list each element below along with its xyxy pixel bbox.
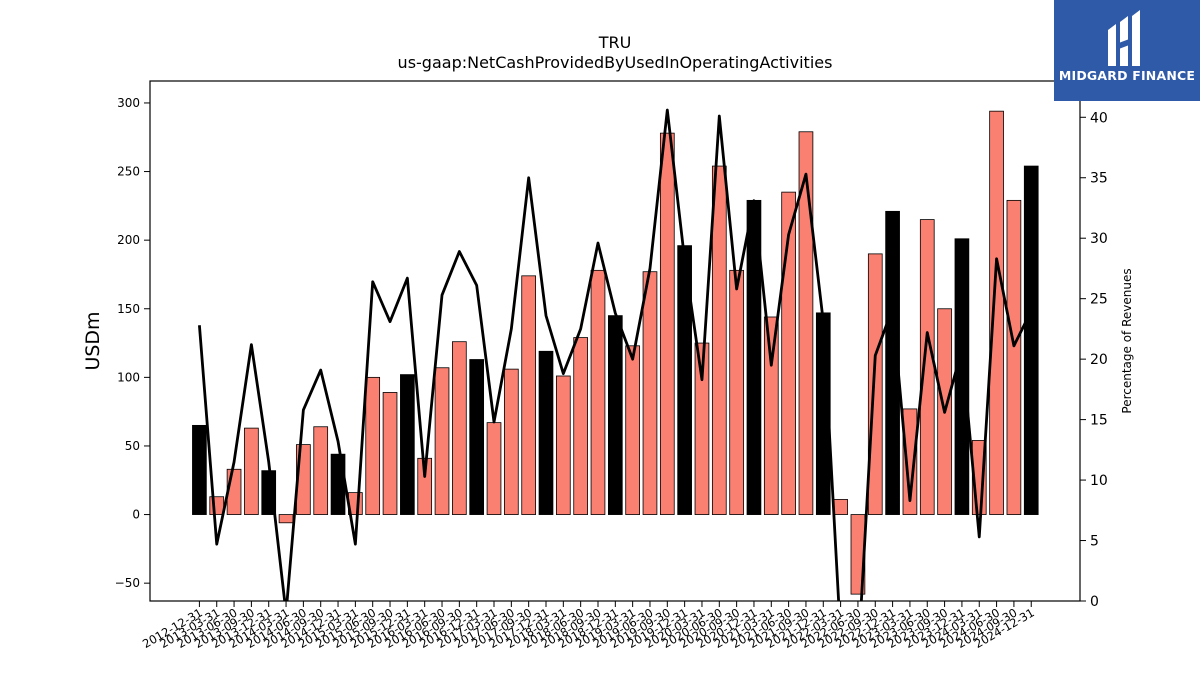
bar-2014-03-31 — [278, 514, 294, 524]
y-tick-label: 300 — [117, 96, 140, 110]
y-tick-label: 150 — [117, 302, 140, 316]
bar-2021-06-30 — [781, 191, 796, 515]
y2-tick-label: 30 — [1090, 231, 1108, 247]
bar-2022-09-30 — [867, 253, 883, 515]
bar-2018-06-30 — [573, 337, 588, 515]
bar-2015-09-30 — [382, 392, 398, 515]
bar-2018-12-31 — [607, 315, 623, 515]
bar-2013-06-30 — [226, 468, 242, 515]
bar-2012-12-31 — [192, 424, 207, 515]
bar-2014-09-30 — [313, 426, 329, 515]
right-y-axis: 0 5 10 15 20 25 30 35 40 — [1080, 110, 1108, 610]
bar-2022-03-31 — [833, 499, 848, 515]
bar-series — [192, 110, 1039, 595]
logo-text: MIDGARD FINANCE — [1058, 68, 1196, 83]
bar-2016-12-31 — [469, 359, 485, 515]
bar-2020-09-30 — [729, 269, 744, 515]
bar-2024-12-31 — [1023, 165, 1039, 515]
bar-2017-06-30 — [504, 368, 519, 515]
bar-2021-09-30 — [798, 131, 814, 515]
y-tick-label: 100 — [117, 370, 140, 384]
y2-tick-label: 15 — [1090, 413, 1108, 429]
midgard-logo-icon — [1108, 10, 1140, 66]
y2-tick-label: 40 — [1090, 110, 1108, 126]
y2-tick-label: 25 — [1090, 292, 1108, 308]
bar-2015-06-30 — [365, 376, 381, 515]
y2-axis-label: Percentage of Revenues — [1120, 268, 1134, 413]
bar-2018-03-31 — [556, 375, 571, 515]
y2-tick-label: 5 — [1090, 534, 1099, 550]
bar-2019-09-30 — [659, 132, 675, 515]
bar-2016-06-30 — [434, 367, 450, 515]
y2-tick-label: 10 — [1090, 473, 1108, 489]
bar-2020-03-31 — [694, 342, 710, 515]
bar-2016-09-30 — [452, 341, 467, 515]
y-tick-label: 250 — [117, 165, 140, 179]
left-y-axis: −50 0 50 100 150 200 250 300 — [115, 96, 150, 590]
bar-2021-03-31 — [763, 316, 779, 515]
y2-tick-label: 35 — [1090, 171, 1108, 187]
bar-2015-12-31 — [400, 374, 415, 515]
bar-2019-12-31 — [677, 245, 692, 515]
percentage-line — [198, 108, 1033, 601]
bar-2020-06-30 — [711, 165, 727, 515]
chart-title: TRU — [598, 33, 632, 52]
percentage-line-series — [198, 108, 1033, 601]
bar-2022-12-31 — [885, 210, 900, 515]
bar-2017-09-30 — [521, 275, 536, 515]
bar-2013-09-30 — [244, 427, 259, 515]
bar-2017-12-31 — [538, 350, 554, 515]
chart-subtitle: us-gaap:NetCashProvidedByUsedInOperating… — [398, 53, 833, 72]
y-tick-label: 200 — [117, 233, 140, 247]
bar-2018-09-30 — [590, 269, 606, 515]
y2-tick-label: 20 — [1090, 352, 1108, 368]
bar-2019-03-31 — [625, 345, 640, 515]
brand-logo: MIDGARD FINANCE — [1054, 0, 1200, 101]
y-tick-label: −50 — [115, 576, 140, 590]
x-axis: 2012-12-312013-03-312013-06-302013-09-30… — [140, 601, 1037, 651]
y-tick-label: 0 — [132, 508, 140, 522]
bar-2023-03-31 — [902, 408, 918, 515]
bar-2019-06-30 — [642, 271, 658, 515]
bar-2024-09-30 — [1006, 199, 1022, 515]
y2-tick-label: 0 — [1090, 594, 1099, 610]
y-axis-label: USDm — [82, 311, 104, 370]
bar-2023-12-31 — [954, 238, 970, 515]
y-tick-label: 50 — [125, 439, 140, 453]
bar-2024-06-30 — [989, 110, 1004, 515]
bar-2017-03-31 — [486, 422, 502, 515]
bar-2016-03-31 — [417, 457, 433, 515]
